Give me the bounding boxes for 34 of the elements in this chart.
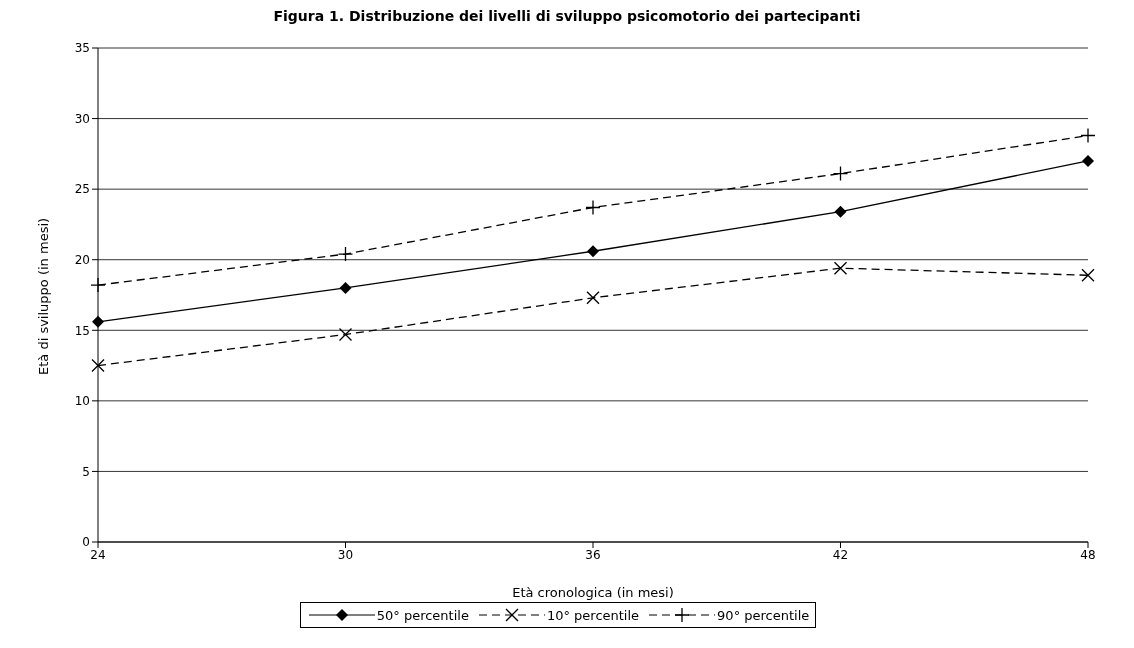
point bbox=[338, 327, 353, 342]
point bbox=[90, 277, 106, 293]
y-axis-title: Età di sviluppo (in mesi) bbox=[35, 217, 51, 375]
legend-label: 10° percentile bbox=[546, 607, 640, 623]
y-tick-label: 35 bbox=[74, 41, 90, 56]
x-tick-label: 48 bbox=[1080, 547, 1096, 562]
point bbox=[832, 165, 849, 182]
y-tick-label: 5 bbox=[82, 464, 90, 479]
x-tick-label: 42 bbox=[832, 547, 849, 562]
y-tick-label: 30 bbox=[74, 111, 90, 126]
chart-title: Figura 1. Distribuzione dei livelli di sviluppo psicomotorio dei partecipanti bbox=[272, 8, 862, 24]
y-tick-label: 25 bbox=[74, 182, 90, 197]
point bbox=[339, 281, 352, 294]
y-tick-label: 20 bbox=[74, 252, 90, 267]
legend-label: 90° percentile bbox=[717, 607, 810, 623]
x-tick-label: 24 bbox=[90, 547, 106, 562]
point bbox=[834, 205, 847, 218]
point bbox=[1080, 127, 1096, 144]
x-tick-label: 36 bbox=[585, 547, 601, 562]
point bbox=[833, 261, 848, 275]
y-tick-label: 0 bbox=[82, 535, 90, 550]
x-axis-title: Età cronologica (in mesi) bbox=[512, 585, 674, 600]
point bbox=[337, 246, 354, 262]
point bbox=[1081, 268, 1095, 282]
point bbox=[585, 199, 601, 216]
y-tick-label: 15 bbox=[74, 323, 90, 338]
point bbox=[91, 358, 105, 373]
y-tick-label: 10 bbox=[74, 394, 90, 409]
point bbox=[92, 315, 104, 328]
x-tick-label: 30 bbox=[337, 547, 354, 562]
point bbox=[586, 291, 600, 305]
point bbox=[587, 245, 599, 258]
point bbox=[1082, 154, 1094, 167]
legend-label: 50° percentile bbox=[376, 607, 469, 623]
